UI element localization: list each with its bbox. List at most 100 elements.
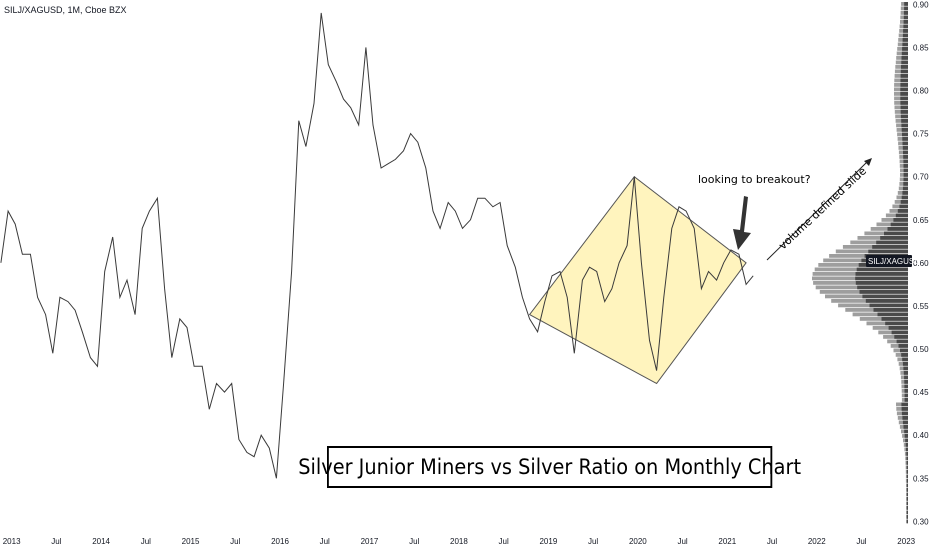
volume-bar-dark — [894, 335, 908, 339]
volume-bar-dark — [902, 362, 908, 366]
volume-bar-dark — [901, 51, 908, 56]
y-tick-label: 0.50 — [913, 345, 929, 354]
volume-bar-dark — [906, 510, 908, 515]
volume-bar-dark — [855, 276, 908, 281]
volume-bar-dark — [906, 470, 908, 474]
volume-bar-dark — [868, 249, 908, 254]
volume-bar-dark — [902, 33, 908, 38]
volume-bar-dark — [904, 389, 908, 393]
x-tick-label: 2016 — [271, 537, 289, 546]
volume-bar-dark — [906, 479, 908, 483]
x-tick-label: Jul — [588, 537, 598, 546]
volume-bar-dark — [901, 60, 908, 65]
breakout-annotation: looking to breakout? — [698, 173, 811, 186]
volume-bar-dark — [877, 312, 908, 317]
x-tick-label: 2022 — [808, 537, 826, 546]
volume-bar-dark — [904, 6, 908, 11]
volume-bar-dark — [906, 465, 908, 470]
volume-bar-dark — [900, 200, 908, 204]
volume-bar-dark — [906, 515, 908, 519]
volume-bar-dark — [902, 137, 908, 141]
volume-bar-dark — [902, 146, 908, 150]
volume-bar-dark — [904, 2, 908, 6]
volume-bar-dark — [901, 65, 908, 69]
volume-bar-dark — [872, 245, 908, 249]
y-tick-label: 0.85 — [913, 43, 929, 52]
volume-bar-dark — [905, 443, 908, 447]
y-tick-label: 0.55 — [913, 302, 929, 311]
x-tick-label: 2023 — [897, 537, 915, 546]
volume-bar-dark — [903, 164, 908, 168]
volume-bar-dark — [857, 285, 908, 290]
volume-bar-dark — [895, 213, 908, 218]
volume-bar-dark — [902, 132, 908, 137]
y-tick-label: 0.90 — [913, 0, 929, 9]
y-tick-label: 0.60 — [913, 259, 929, 268]
y-tick-label: 0.70 — [913, 173, 929, 182]
y-tick-label: 0.45 — [913, 388, 929, 397]
x-tick-label: Jul — [856, 537, 866, 546]
volume-bar-dark — [903, 425, 908, 429]
volume-bar-dark — [906, 483, 908, 488]
volume-bar-dark — [903, 155, 908, 159]
y-tick-label: 0.65 — [913, 216, 929, 225]
y-tick-label: 0.35 — [913, 474, 929, 483]
volume-bar-dark — [903, 366, 908, 371]
volume-bar-dark — [893, 218, 908, 222]
volume-bar-dark — [902, 141, 908, 146]
volume-bar-dark — [906, 501, 908, 506]
volume-bar-dark — [890, 222, 908, 227]
rhombus-pattern-highlight — [528, 175, 747, 385]
volume-bar-dark — [900, 83, 908, 87]
price-badge: SILJ/XAGUSD — [866, 255, 920, 267]
volume-bar-dark — [906, 519, 908, 524]
y-tick-label: 0.40 — [913, 431, 929, 440]
volume-bar-dark — [896, 339, 908, 344]
volume-bar-dark — [901, 411, 908, 416]
volume-bar-dark — [906, 488, 908, 492]
volume-bar-dark — [876, 240, 908, 245]
volume-bar-dark — [900, 348, 908, 353]
y-tick-label: 0.80 — [913, 86, 929, 95]
y-tick-label: 0.30 — [913, 517, 929, 526]
volume-bar-dark — [901, 402, 908, 407]
volume-bar-dark — [887, 227, 908, 231]
series-line — [0, 12, 754, 479]
slide-arrow-head — [864, 158, 872, 166]
volume-bar-dark — [891, 330, 908, 335]
volume-bar-dark — [904, 398, 908, 402]
volume-bar-dark — [904, 434, 908, 438]
volume-bar-dark — [906, 474, 908, 479]
volume-bar-dark — [856, 267, 908, 272]
volume-bar-dark — [898, 344, 908, 348]
volume-bar-dark — [903, 29, 908, 33]
x-tick-label: 2021 — [718, 537, 736, 546]
x-axis: 2013 Jul 2014 Jul 2015 Jul 2016 Jul 2017 Jul 2018 J… — [3, 537, 916, 546]
volume-bar-dark — [903, 168, 908, 173]
annotation-arrows — [733, 158, 872, 261]
volume-bar-dark — [899, 204, 908, 209]
volume-bar-dark — [904, 380, 908, 384]
volume-bar-dark — [902, 38, 908, 42]
y-tick-label: 0.75 — [913, 130, 929, 139]
volume-bar-dark — [884, 231, 908, 236]
volume-bar-dark — [903, 371, 908, 375]
volume-bar-dark — [906, 506, 908, 510]
x-tick-label: 2015 — [182, 537, 200, 546]
volume-bar-dark — [903, 159, 908, 164]
slide-arrow-line — [766, 162, 867, 261]
volume-bar-dark — [900, 110, 908, 114]
x-tick-label: Jul — [677, 537, 687, 546]
x-tick-label: 2019 — [539, 537, 557, 546]
volume-bar-dark — [900, 114, 908, 119]
volume-bar-dark — [902, 416, 908, 420]
volume-bar-dark — [855, 281, 908, 285]
x-tick-label: Jul — [51, 537, 61, 546]
volume-bar-dark — [903, 150, 908, 155]
volume-bar-dark — [859, 290, 908, 294]
x-tick-label: Jul — [141, 537, 151, 546]
volume-bar-dark — [902, 186, 908, 191]
volume-bar-dark — [904, 375, 908, 380]
volume-bar-dark — [855, 272, 908, 276]
